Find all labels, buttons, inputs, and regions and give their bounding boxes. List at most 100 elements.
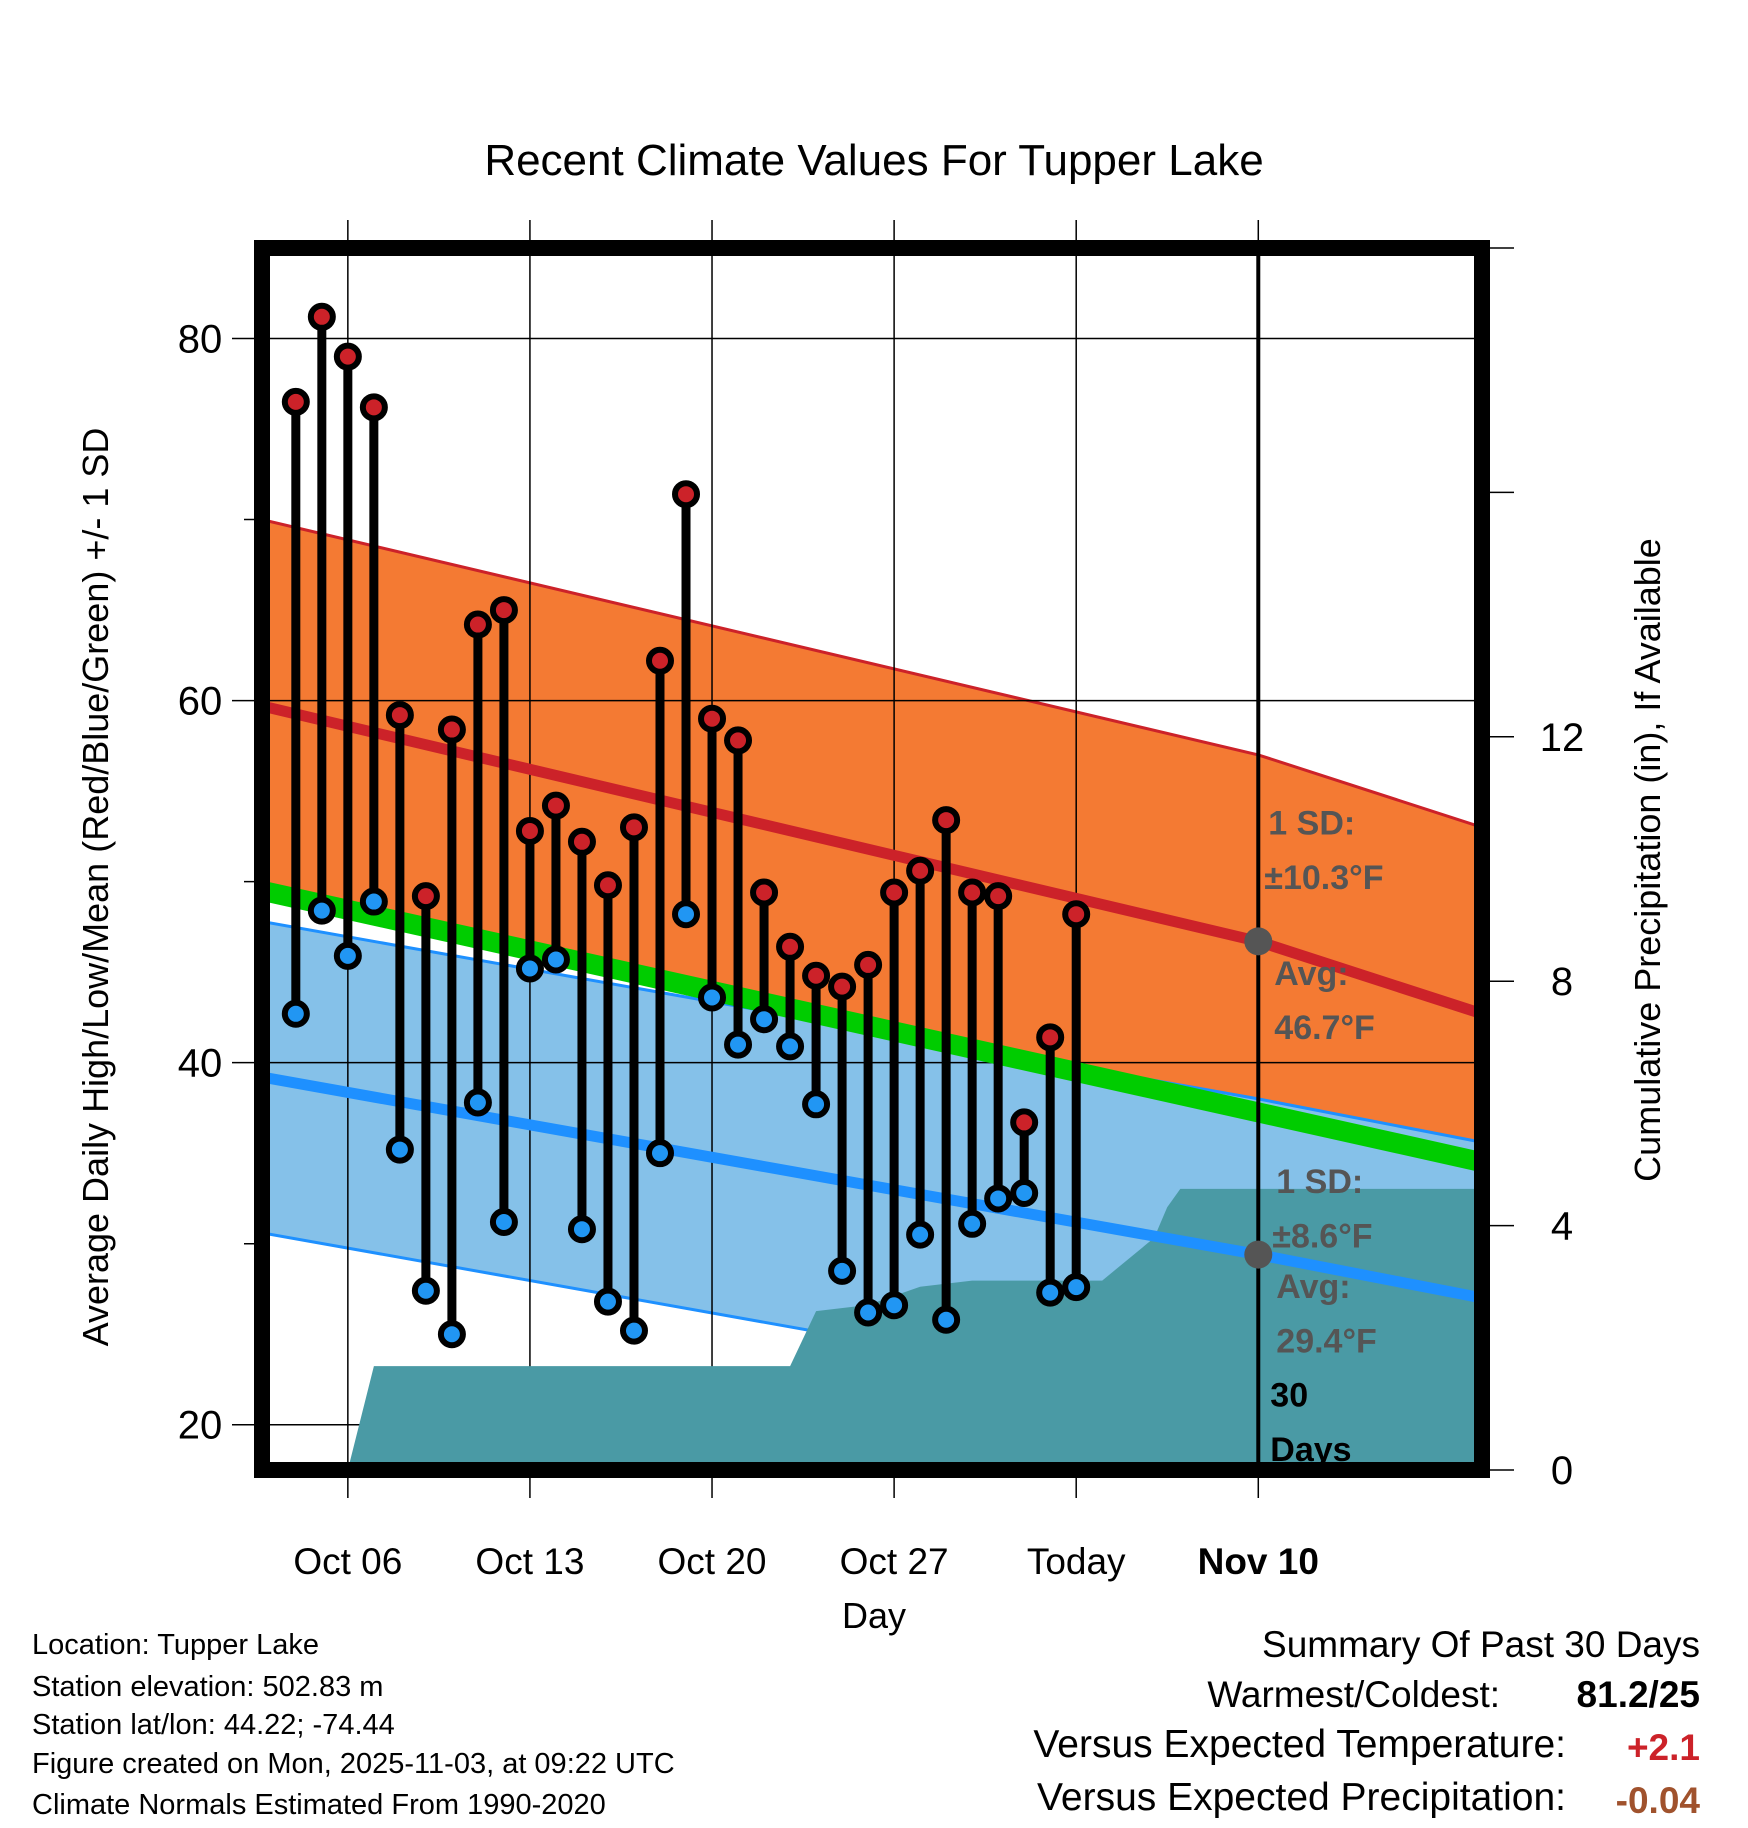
daily-low-point (411, 1276, 440, 1305)
x-tick-label-oct-06: Oct 06 (293, 1541, 402, 1582)
daily-high-point (1036, 1023, 1065, 1052)
y-tick-label-40: 40 (178, 1042, 223, 1086)
daily-high-point (906, 856, 935, 885)
daily-high-point (984, 882, 1013, 911)
daily-high-point (515, 816, 544, 845)
daily-low-point (880, 1291, 909, 1320)
daily-high-point (802, 961, 831, 990)
high-sd-value: ±10.3°F (1264, 859, 1383, 897)
daily-low-point (802, 1090, 831, 1119)
y-tick-label-80: 80 (178, 318, 223, 362)
daily-high-point (385, 701, 414, 730)
x-tick-label-oct-13: Oct 13 (475, 1541, 584, 1582)
y2-tick-label-0: 0 (1551, 1449, 1573, 1493)
daily-high-point (672, 480, 701, 509)
low-sd-label: 1 SD: (1276, 1163, 1363, 1201)
daily-high-point (1062, 900, 1091, 929)
daily-high-point (489, 596, 518, 625)
y2-axis-label: Cumulative Precipitation (in), If Availa… (1627, 538, 1668, 1182)
daily-low-point (932, 1305, 961, 1334)
footer-location: Location: Tupper Lake (32, 1629, 319, 1661)
x-tick-label-oct-27: Oct 27 (840, 1541, 949, 1582)
daily-high-point (645, 646, 674, 675)
daily-high-point (307, 302, 336, 331)
daily-low-point (1036, 1278, 1065, 1307)
summary-warm-value: 81.2/25 (1577, 1674, 1700, 1715)
x-tick-label-today: Today (1027, 1541, 1126, 1582)
daily-high-point (932, 806, 961, 835)
daily-low-point (437, 1320, 466, 1349)
daily-low-point (541, 945, 570, 974)
footer-latlon: Station lat/lon: 44.22; -74.44 (32, 1709, 395, 1741)
daily-high-point (333, 342, 362, 371)
daily-low-point (593, 1287, 622, 1316)
summary-precip-label: Versus Expected Precipitation: (1037, 1776, 1566, 1819)
summary-panel: Summary Of Past 30 Days Warmest/Coldest:… (1033, 1624, 1700, 1821)
x-axis-label: Day (842, 1595, 906, 1636)
daily-low-point (724, 1030, 753, 1059)
today-low-marker (1244, 1240, 1273, 1269)
high-sd-label: 1 SD: (1268, 805, 1355, 843)
daily-low-point (307, 896, 336, 925)
high-avg-label: Avg: (1274, 955, 1348, 993)
daily-low-point (645, 1139, 674, 1168)
chart-title: Recent Climate Values For Tupper Lake (484, 136, 1263, 185)
daily-low-point (828, 1256, 857, 1285)
summary-precip-value: -0.04 (1616, 1780, 1701, 1821)
daily-high-point (437, 715, 466, 744)
y2-tick-label-4: 4 (1551, 1205, 1573, 1249)
daily-low-point (1062, 1273, 1091, 1302)
y2-tick-label-8: 8 (1551, 960, 1573, 1004)
daily-low-point (359, 887, 388, 916)
daily-low-point (619, 1316, 648, 1345)
y-axis-label: Average Daily High/Low/Mean (Red/Blue/Gr… (75, 428, 116, 1347)
daily-low-point (672, 900, 701, 929)
daily-low-point (489, 1207, 518, 1236)
daily-high-point (698, 704, 727, 733)
daily-low-point (463, 1088, 492, 1117)
today-high-marker (1244, 927, 1273, 956)
daily-high-point (619, 813, 648, 842)
daily-low-point (567, 1215, 596, 1244)
daily-low-point (281, 999, 310, 1028)
station-info: Location: Tupper Lake Station elevation:… (32, 1629, 675, 1821)
daily-high-point (958, 878, 987, 907)
low-avg-value: 29.4°F (1276, 1322, 1377, 1360)
y2-tick-label-12: 12 (1540, 716, 1585, 760)
daily-high-point (567, 827, 596, 856)
days-number: 30 (1270, 1377, 1308, 1415)
low-avg-label: Avg: (1276, 1268, 1350, 1306)
daily-low-point (906, 1220, 935, 1249)
summary-temp-label: Versus Expected Temperature: (1033, 1723, 1566, 1766)
daily-high-point (411, 882, 440, 911)
daily-low-point (854, 1298, 883, 1327)
daily-high-point (750, 878, 779, 907)
y-tick-label-20: 20 (178, 1404, 223, 1448)
daily-high-point (828, 972, 857, 1001)
daily-high-point (1010, 1108, 1039, 1137)
high-sd-band (262, 519, 1482, 1201)
daily-low-point (958, 1209, 987, 1238)
summary-warm-label: Warmest/Coldest: (1207, 1674, 1500, 1715)
daily-low-point (333, 941, 362, 970)
summary-temp-value: +2.1 (1627, 1727, 1700, 1768)
summary-title: Summary Of Past 30 Days (1262, 1624, 1700, 1665)
daily-low-point (698, 983, 727, 1012)
daily-low-point (984, 1184, 1013, 1213)
high-avg-value: 46.7°F (1274, 1009, 1375, 1047)
daily-high-point (281, 387, 310, 416)
x-tick-label-oct-20: Oct 20 (658, 1541, 767, 1582)
precip-area (262, 1188, 1482, 1470)
daily-high-point (359, 393, 388, 422)
y-tick-label-60: 60 (178, 680, 223, 724)
daily-low-point (515, 954, 544, 983)
footer-created: Figure created on Mon, 2025-11-03, at 09… (32, 1748, 675, 1780)
daily-low-point (776, 1032, 805, 1061)
daily-high-point (541, 791, 570, 820)
daily-high-point (776, 932, 805, 961)
daily-high-point (724, 726, 753, 755)
footer-normals: Climate Normals Estimated From 1990-2020 (32, 1789, 606, 1821)
x-tick-label-nov-10: Nov 10 (1198, 1541, 1319, 1582)
daily-low-point (385, 1135, 414, 1164)
